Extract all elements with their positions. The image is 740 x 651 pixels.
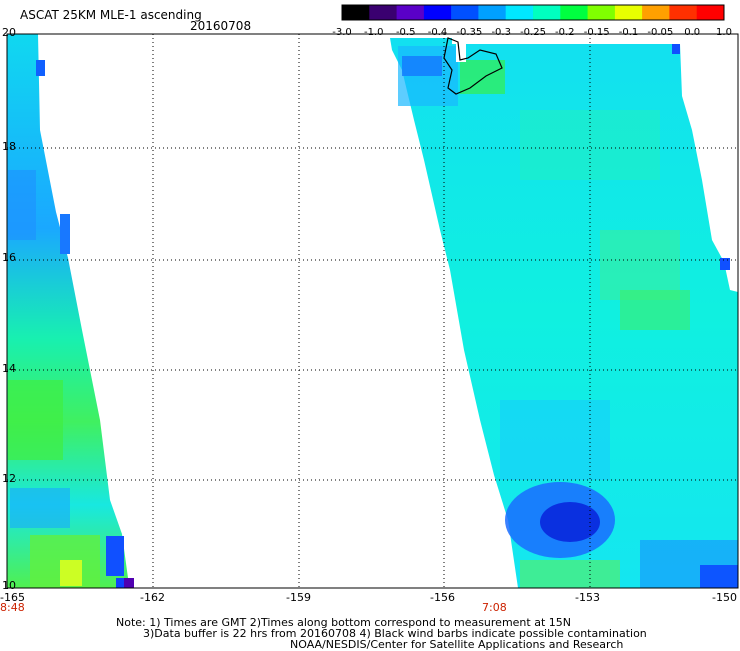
colorbar-cell: [533, 5, 561, 20]
colorbar-label: -0.5: [396, 27, 416, 38]
note-line-3: NOAA/NESDIS/Center for Satellite Applica…: [290, 638, 624, 651]
lat-label-10: 10: [2, 579, 16, 592]
lon-label-150: -150: [712, 591, 737, 604]
lon-label-159: -159: [286, 591, 311, 604]
lat-label-14: 14: [2, 362, 16, 375]
pass-time-left: 8:48: [0, 601, 25, 614]
colorbar-label: 1.0: [716, 27, 732, 38]
lon-label-162: -162: [140, 591, 165, 604]
lon-label-153: -153: [575, 591, 600, 604]
lon-label-156: -156: [430, 591, 455, 604]
colorbar-cells: [342, 5, 725, 20]
note-line-1: Note: 1) Times are GMT 2)Times along bot…: [116, 616, 571, 629]
lat-label-12: 12: [2, 472, 16, 485]
colorbar-cell: [560, 5, 589, 20]
colorbar-cell: [614, 5, 643, 20]
colorbar-label: 0.0: [684, 27, 700, 38]
colorbar-label: -3.0: [332, 27, 352, 38]
colorbar-cell: [505, 5, 534, 20]
lat-label-16: 16: [2, 251, 16, 264]
colorbar-cell: [696, 5, 725, 20]
colorbar-label: -0.05: [647, 27, 673, 38]
colorbar-cell: [669, 5, 698, 20]
grid-lines: [7, 34, 738, 588]
colorbar-cell: [451, 5, 479, 20]
pass-time-right: 7:08: [482, 601, 507, 614]
lon-label-165: -165: [0, 591, 25, 604]
lat-label-20: 20: [2, 26, 16, 39]
colorbar-label: -0.25: [520, 27, 546, 38]
lat-label-18: 18: [2, 140, 16, 153]
colorbar-label: -0.2: [555, 27, 575, 38]
colorbar-cell: [478, 5, 507, 20]
product-date: 20160708: [190, 19, 252, 33]
colorbar-cell: [396, 5, 425, 20]
colorbar: -3.0 -1.0 -0.5 -0.4 -0.35 -0.3 -0.25 -0.2 -0.15-…: [332, 4, 732, 38]
right-swath: [390, 37, 738, 588]
colorbar-label: -1.0: [364, 27, 384, 38]
island-coastline: [443, 37, 503, 95]
colorbar-cell: [342, 5, 370, 20]
colorbar-label: -0.3: [491, 27, 511, 38]
map-frame: [6, 33, 739, 589]
colorbar-label: -0.1: [619, 27, 639, 38]
colorbar-cell: [642, 5, 670, 20]
note-line-2: 3)Data buffer is 22 hrs from 20160708 4)…: [143, 627, 647, 640]
colorbar-label: -0.15: [584, 27, 610, 38]
colorbar-label: -0.4: [428, 27, 448, 38]
colorbar-cell: [369, 5, 398, 20]
left-swath: [7, 34, 134, 588]
colorbar-label: -0.35: [456, 27, 482, 38]
colorbar-labels: -3.0 -1.0 -0.5 -0.4 -0.35 -0.3 -0.25 -0.2 -0.15-…: [332, 27, 732, 38]
product-title: ASCAT 25KM MLE-1 ascending: [20, 8, 202, 22]
colorbar-cell: [587, 5, 616, 20]
colorbar-cell: [423, 5, 452, 20]
colorbar-frame: [341, 4, 725, 21]
